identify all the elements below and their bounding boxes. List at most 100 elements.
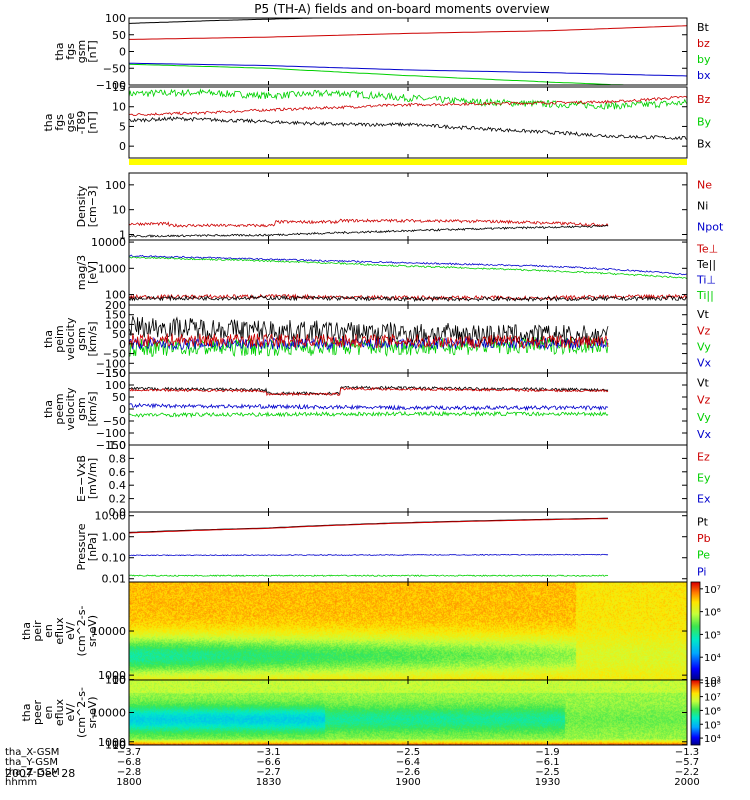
series-bx bbox=[128, 62, 688, 77]
panel-6: 150100500−50−100−150thapeemvelocitygsm[k… bbox=[42, 367, 712, 452]
colorbar-label: 10⁶ bbox=[704, 706, 721, 717]
y-tick-label: −100 bbox=[96, 427, 126, 440]
series-pe bbox=[128, 574, 609, 577]
y-tick-label: 0.0 bbox=[109, 506, 127, 519]
legend-bx: Bx bbox=[697, 137, 712, 150]
y-axis-label-line: peem bbox=[53, 393, 66, 424]
x-row-value: −6.4 bbox=[396, 757, 420, 768]
legend-vz: Vz bbox=[697, 394, 711, 407]
y-tick-label: 10 bbox=[112, 739, 126, 752]
x-row-value: −6.1 bbox=[535, 757, 559, 768]
series-ti bbox=[129, 256, 688, 280]
x-row-value: −6.6 bbox=[256, 757, 280, 768]
y-tick-label: 100 bbox=[105, 12, 126, 25]
y-axis-label-line: sr-eV) bbox=[86, 615, 99, 647]
x-row-value: −2.7 bbox=[256, 767, 280, 778]
y-tick-label: 0.2 bbox=[109, 493, 127, 506]
legend-vy: Vy bbox=[697, 411, 711, 424]
colorbar-label: 10⁴ bbox=[704, 734, 721, 745]
y-axis-label: Pressure[nPa] bbox=[75, 523, 99, 570]
y-tick-label: 1000 bbox=[98, 736, 126, 749]
colorbar-label: 10⁶ bbox=[704, 608, 721, 619]
y-tick-label: 100 bbox=[105, 674, 126, 687]
y-tick-label: 100 bbox=[105, 179, 126, 192]
series-vy bbox=[128, 410, 609, 418]
y-tick-label: 10.00 bbox=[95, 510, 127, 523]
y-axis-label: mag/3[eV] bbox=[75, 255, 99, 290]
colorbar-label: 10⁷ bbox=[704, 585, 721, 596]
y-axis-label-line: mag/3 bbox=[75, 255, 88, 290]
x-row-label: hhmm bbox=[5, 777, 37, 788]
legend-vt: Vt bbox=[697, 377, 710, 390]
y-tick-label: 0 bbox=[119, 403, 126, 416]
y-axis-label-line: tha bbox=[20, 703, 33, 721]
series-vy bbox=[128, 336, 609, 357]
series-bx bbox=[128, 116, 688, 140]
panel-frame bbox=[128, 172, 688, 241]
y-axis-label-line: [mV/m] bbox=[86, 458, 99, 499]
series-vz bbox=[128, 386, 609, 397]
y-tick-label: 100 bbox=[105, 318, 126, 331]
colorbar-label: 10⁷ bbox=[704, 693, 721, 704]
y-tick-label: 100 bbox=[105, 379, 126, 392]
y-axis-label-line: peim bbox=[53, 325, 66, 353]
y-tick-label: 100 bbox=[105, 289, 126, 302]
y-tick-label: 10000 bbox=[91, 707, 126, 720]
y-axis-label-line: [nT] bbox=[86, 111, 99, 133]
panel-frame bbox=[128, 444, 688, 513]
y-tick-label: −150 bbox=[96, 439, 126, 452]
y-axis-label-line: tha bbox=[42, 113, 55, 131]
y-tick-label: 50 bbox=[112, 29, 126, 42]
y-tick-label: 1.00 bbox=[102, 531, 127, 544]
figure-title: P5 (TH-A) fields and on-board moments ov… bbox=[254, 2, 550, 16]
y-axis-label-line: eV/ bbox=[64, 622, 77, 640]
y-axis-label-line: [cm−3] bbox=[86, 186, 99, 228]
x-row-label: tha_Z-GSM bbox=[5, 767, 60, 778]
y-tick-label: 10 bbox=[112, 204, 126, 217]
y-axis-label-line: (cm^2-s- bbox=[75, 687, 88, 738]
y-axis-label-line: eflux bbox=[53, 698, 66, 726]
y-tick-label: 0.4 bbox=[109, 479, 127, 492]
series-ne bbox=[128, 218, 609, 228]
legend-pe: Pe bbox=[697, 549, 710, 562]
legend-bz: bz bbox=[697, 37, 710, 50]
legend-vz: Vz bbox=[697, 324, 711, 337]
x-row-value: −5.7 bbox=[675, 757, 699, 768]
y-tick-label: 0.6 bbox=[109, 466, 127, 479]
y-tick-label: −150 bbox=[96, 367, 126, 380]
x-row-value: 2000 bbox=[674, 777, 699, 788]
y-tick-label: 150 bbox=[105, 367, 126, 380]
y-axis-label-line: Pressure bbox=[75, 523, 88, 570]
series-by bbox=[128, 63, 641, 86]
legend-vx: Vx bbox=[697, 428, 712, 441]
y-axis-label-line: peer bbox=[31, 700, 44, 726]
y-axis-label-line: eV/ bbox=[64, 703, 77, 721]
y-tick-label: 0 bbox=[119, 338, 126, 351]
legend-pi: Pi bbox=[697, 565, 706, 578]
y-axis-label-line: [nT] bbox=[86, 40, 99, 62]
y-tick-label: 10 bbox=[112, 674, 126, 687]
x-row-value: 1800 bbox=[116, 777, 141, 788]
y-tick-label: 0 bbox=[119, 46, 126, 59]
colorbar-label: 10⁴ bbox=[704, 653, 721, 664]
series-vt bbox=[128, 385, 609, 396]
y-tick-label: 10 bbox=[112, 101, 126, 114]
x-row-value: −2.5 bbox=[535, 767, 559, 778]
colorbar-label: 10³ bbox=[704, 676, 721, 687]
y-axis-label-line: tha bbox=[42, 400, 55, 418]
legend-ex: Ex bbox=[697, 492, 711, 505]
colorbar-frame bbox=[690, 679, 701, 746]
y-axis-label-line: Density bbox=[75, 185, 88, 227]
x-row-value: −3.7 bbox=[117, 747, 141, 758]
y-axis-label-line: sr-eV) bbox=[86, 696, 99, 728]
y-axis-label-line: tha bbox=[42, 330, 55, 348]
y-axis-label-line: tha bbox=[53, 42, 66, 60]
y-tick-label: 100 bbox=[105, 739, 126, 752]
series-pi bbox=[128, 553, 609, 557]
